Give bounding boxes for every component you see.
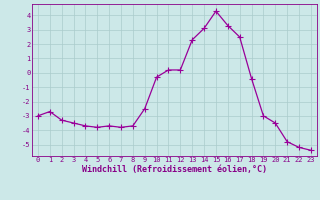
X-axis label: Windchill (Refroidissement éolien,°C): Windchill (Refroidissement éolien,°C) <box>82 165 267 174</box>
